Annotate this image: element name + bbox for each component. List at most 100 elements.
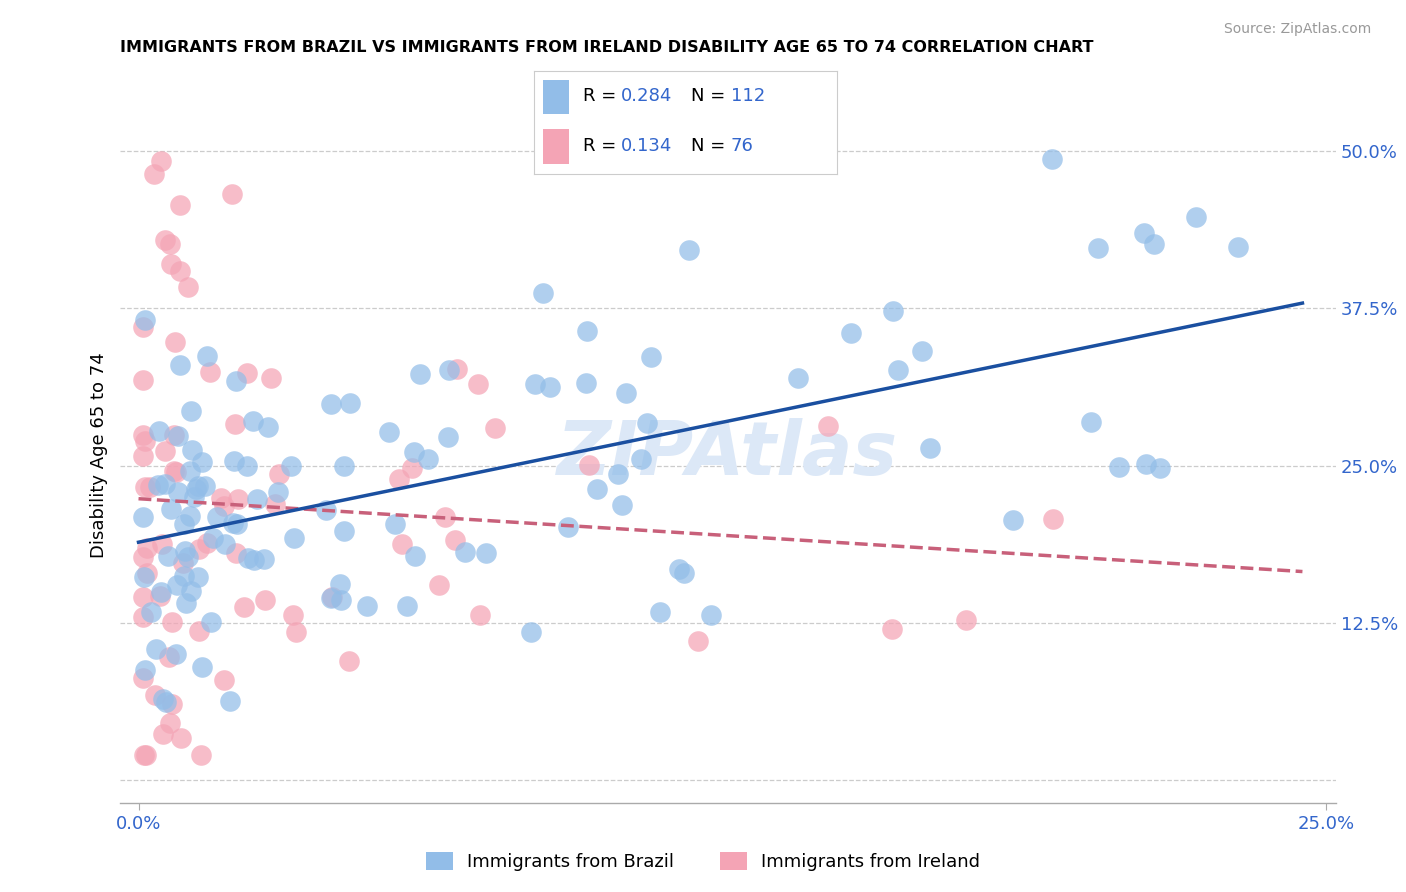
- Point: [135, 566, 157, 580]
- Point: [433, 510, 456, 524]
- Text: 112: 112: [731, 87, 765, 105]
- Point: [166, 578, 188, 592]
- Point: [260, 371, 283, 385]
- Point: [155, 695, 177, 709]
- Point: [557, 519, 579, 533]
- Point: [212, 673, 235, 688]
- Point: [280, 458, 302, 473]
- Point: [224, 417, 246, 432]
- Point: [1143, 237, 1166, 252]
- Point: [586, 482, 609, 496]
- Point: [332, 524, 354, 538]
- Point: [219, 694, 242, 708]
- Legend: Immigrants from Brazil, Immigrants from Ireland: Immigrants from Brazil, Immigrants from …: [419, 845, 987, 879]
- Point: [149, 589, 172, 603]
- Point: [668, 562, 690, 576]
- Point: [222, 454, 245, 468]
- Point: [281, 608, 304, 623]
- Point: [333, 458, 356, 473]
- Point: [436, 430, 458, 444]
- Point: [177, 550, 200, 565]
- Point: [132, 373, 155, 387]
- Point: [155, 444, 177, 458]
- Point: [1087, 242, 1109, 256]
- Point: [614, 386, 637, 401]
- Text: ZIPAtlas: ZIPAtlas: [557, 418, 898, 491]
- Point: [437, 363, 460, 377]
- Point: [132, 672, 155, 686]
- Point: [188, 624, 211, 639]
- Point: [134, 663, 156, 677]
- Point: [191, 660, 214, 674]
- Point: [356, 599, 378, 613]
- Point: [169, 264, 191, 278]
- Bar: [543, 128, 569, 163]
- Point: [391, 537, 413, 551]
- Point: [427, 578, 450, 592]
- Point: [678, 243, 700, 257]
- Point: [319, 591, 342, 605]
- Point: [1227, 240, 1250, 254]
- Point: [226, 491, 249, 506]
- Point: [169, 358, 191, 372]
- Point: [253, 552, 276, 566]
- Text: N =: N =: [692, 87, 731, 105]
- Point: [136, 541, 159, 555]
- Y-axis label: Disability Age 65 to 74: Disability Age 65 to 74: [90, 352, 108, 558]
- Text: Source: ZipAtlas.com: Source: ZipAtlas.com: [1223, 22, 1371, 37]
- Point: [149, 584, 172, 599]
- Point: [214, 537, 236, 551]
- Point: [910, 343, 932, 358]
- Point: [132, 320, 155, 334]
- Point: [221, 187, 243, 202]
- Point: [225, 546, 247, 560]
- Point: [538, 380, 561, 394]
- Point: [157, 650, 180, 665]
- Point: [339, 396, 361, 410]
- Point: [163, 464, 186, 478]
- Point: [159, 236, 181, 251]
- Point: [233, 599, 256, 614]
- Point: [467, 376, 489, 391]
- Point: [918, 442, 941, 456]
- Point: [1132, 226, 1154, 240]
- Point: [180, 584, 202, 599]
- Point: [134, 570, 156, 584]
- Point: [378, 425, 401, 439]
- Point: [205, 510, 228, 524]
- Point: [174, 596, 197, 610]
- Point: [201, 532, 224, 546]
- Point: [257, 420, 280, 434]
- Point: [475, 546, 498, 560]
- Text: 0.284: 0.284: [620, 87, 672, 105]
- Point: [443, 533, 465, 548]
- Point: [470, 607, 492, 622]
- Point: [152, 692, 174, 706]
- Point: [388, 472, 411, 486]
- Point: [167, 429, 190, 443]
- Bar: [543, 79, 569, 114]
- Point: [139, 480, 162, 494]
- Point: [396, 599, 419, 614]
- Point: [225, 374, 247, 388]
- Point: [172, 556, 194, 570]
- Point: [321, 590, 343, 604]
- Point: [190, 747, 212, 762]
- Point: [170, 731, 193, 746]
- Text: R =: R =: [582, 137, 621, 155]
- Point: [165, 647, 187, 661]
- Point: [139, 605, 162, 619]
- Point: [330, 593, 353, 607]
- Point: [700, 607, 723, 622]
- Point: [283, 531, 305, 545]
- Point: [786, 371, 808, 385]
- Point: [160, 615, 183, 629]
- Text: R =: R =: [582, 87, 621, 105]
- Point: [135, 747, 157, 762]
- Point: [254, 593, 277, 607]
- Point: [236, 367, 259, 381]
- Point: [1185, 211, 1208, 225]
- Point: [198, 365, 221, 379]
- Point: [180, 403, 202, 417]
- Point: [167, 484, 190, 499]
